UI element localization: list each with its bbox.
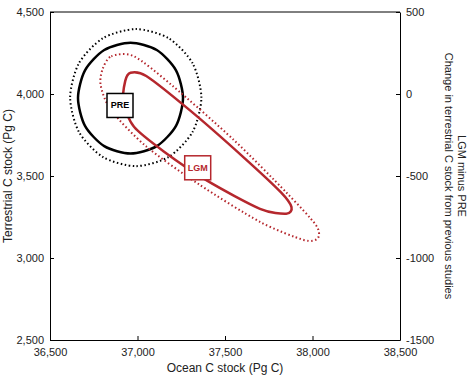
tick: 0: [396, 88, 412, 100]
tick: 3,000: [16, 252, 54, 264]
x-axis-line: [51, 340, 401, 341]
plot: 36,500 37,000 37,500 38,000 38,500 2,500 3,000…: [16, 6, 434, 358]
y-axis: 2,500 3,000 3,500 4,000 4,500: [16, 6, 54, 346]
tick-label: 38,500: [384, 346, 418, 358]
tick-label: 2,500: [16, 334, 44, 346]
annotation-box: [185, 156, 211, 180]
annotation-box: [107, 93, 133, 117]
tick-mark: [50, 176, 54, 177]
tick-mark: [396, 94, 400, 95]
x-axis: 36,500 37,000 37,500 38,000 38,500: [34, 336, 418, 358]
tick-label: -1000: [406, 252, 434, 264]
y2-axis-title: LGM minus PRE: [456, 135, 468, 217]
frame: [50, 12, 400, 13]
tick-label: 36,500: [34, 346, 68, 358]
tick: -500: [396, 170, 428, 182]
tick: 2,500: [16, 334, 54, 346]
tick-mark: [138, 336, 139, 340]
tick-mark: [225, 336, 226, 340]
tick-mark: [313, 336, 314, 340]
tick: 38,000: [296, 336, 330, 358]
tick-label: 4,000: [16, 88, 44, 100]
contour: [100, 54, 319, 241]
annotation-label: PRE: [111, 100, 130, 110]
contour: [123, 72, 292, 214]
tick-label: 500: [406, 6, 424, 18]
tick-label: -500: [406, 170, 428, 182]
tick-mark: [50, 340, 54, 341]
tick: 4,000: [16, 88, 54, 100]
contour: [70, 29, 201, 166]
tick: -1000: [396, 252, 434, 264]
tick: 37,000: [121, 336, 155, 358]
annotations: PRE LGM: [107, 93, 211, 179]
tick-label: 38,000: [296, 346, 330, 358]
y-axis-title: Terrestrial C stock (Pg C): [1, 109, 15, 243]
y2-axis-title: Change in terrestrial C stock from previ…: [443, 53, 455, 300]
x-axis-title: Ocean C stock (Pg C): [167, 361, 284, 375]
tick-mark: [50, 94, 54, 95]
tick-label: -1500: [406, 334, 434, 346]
tick: -1500: [396, 334, 434, 346]
tick-label: 37,000: [121, 346, 155, 358]
tick: 4,500: [16, 6, 54, 18]
contour: [78, 43, 183, 154]
tick: 500: [396, 6, 424, 18]
tick: 3,500: [16, 170, 54, 182]
chart: 36,500 37,000 37,500 38,000 38,500 2,500 3,000…: [0, 0, 471, 378]
tick-mark: [396, 340, 400, 341]
tick-label: 3,500: [16, 170, 44, 182]
y2-axis-line: [400, 13, 401, 341]
tick: 37,500: [209, 336, 243, 358]
tick-label: 4,500: [16, 6, 44, 18]
annotation-label: LGM: [188, 163, 208, 173]
tick-mark: [396, 176, 400, 177]
tick-label: 0: [406, 88, 412, 100]
contours: [70, 29, 319, 241]
tick-label: 37,500: [209, 346, 243, 358]
tick-mark: [50, 258, 54, 259]
y2-axis: -1500 -1000 -500 0 500: [396, 6, 434, 346]
tick-mark: [396, 258, 400, 259]
tick-label: 3,000: [16, 252, 44, 264]
